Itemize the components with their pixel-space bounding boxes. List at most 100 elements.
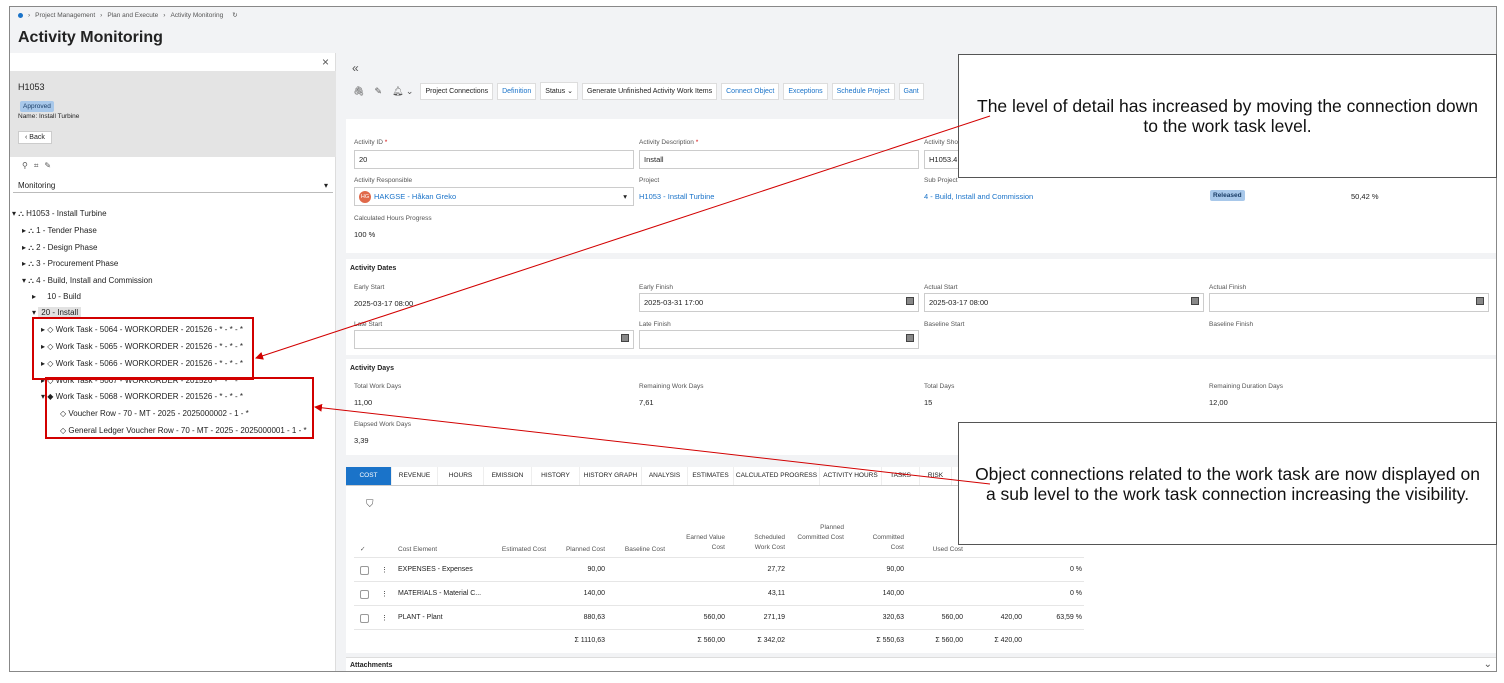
column-header[interactable]: Scheduled Work Cost <box>754 534 785 551</box>
pin-icon[interactable]: ⚲ <box>22 161 34 170</box>
row-checkbox[interactable] <box>360 614 369 623</box>
column-header[interactable]: Baseline Cost <box>624 546 665 553</box>
tree-node[interactable]: ▸ ◇ Work Task - 5064 - WORKORDER - 20152… <box>41 325 243 334</box>
tab-risk[interactable]: RISK <box>920 467 952 485</box>
responsible-label: Activity Responsible <box>354 177 413 184</box>
row-menu-icon[interactable]: ⋮ <box>381 591 388 598</box>
refresh-icon[interactable]: ↻ <box>232 12 238 19</box>
elapsed-work-days-label: Elapsed Work Days <box>354 421 411 428</box>
activity-description-field[interactable]: Install <box>639 150 919 169</box>
attachments-section[interactable]: Attachments ⌄ <box>346 657 1496 671</box>
late-finish-field[interactable] <box>639 330 919 349</box>
activity-id-field[interactable]: 20 <box>354 150 634 169</box>
schedule-project-button[interactable]: Schedule Project <box>831 82 895 100</box>
column-header[interactable]: Earned Value Cost <box>686 534 725 551</box>
row-checkbox[interactable] <box>360 590 369 599</box>
early-finish-label: Early Finish <box>639 284 673 291</box>
tree-node-selected[interactable]: ▾ 20 - Install <box>32 307 82 318</box>
exceptions-button[interactable]: Exceptions <box>783 82 828 100</box>
responsible-field[interactable]: HG HAKGSE - Håkan Greko ▾ <box>354 187 634 206</box>
tree-node[interactable]: ◇ Voucher Row - 70 - MT - 2025 - 2025000… <box>60 409 249 418</box>
sub-project-link[interactable]: 4 - Build, Install and Commission <box>924 192 1034 201</box>
bell-icon[interactable]: 🔔︎ ⌄ <box>391 85 414 96</box>
early-finish-field[interactable]: 2025-03-31 17:00 <box>639 293 919 312</box>
tab-history[interactable]: HISTORY <box>532 467 580 485</box>
row-menu-icon[interactable]: ⋮ <box>381 567 388 574</box>
calendar-icon[interactable] <box>906 334 914 342</box>
calendar-icon[interactable] <box>1476 297 1484 305</box>
column-header[interactable]: Committed Cost <box>872 534 904 551</box>
project-link[interactable]: H1053 - Install Turbine <box>639 192 715 201</box>
tab-estimates[interactable]: ESTIMATES <box>688 467 734 485</box>
baseline-finish-label: Baseline Finish <box>1209 321 1254 328</box>
project-connections-button[interactable]: Project Connections <box>420 82 494 100</box>
tab-activity-hours[interactable]: ACTIVITY HOURS <box>820 467 882 485</box>
chevron-down-icon[interactable]: ⌄ <box>1483 659 1492 670</box>
tree-node[interactable]: ▾ ⛬ H1053 - Install Turbine <box>12 209 107 218</box>
tab-emission[interactable]: EMISSION <box>484 467 532 485</box>
tab-history-graph[interactable]: HISTORY GRAPH <box>580 467 642 485</box>
select-all-icon[interactable]: ✓ <box>360 546 366 553</box>
calendar-icon[interactable] <box>906 297 914 305</box>
tab-calculated-progress[interactable]: CALCULATED PROGRESS <box>734 467 820 485</box>
tab-revenue[interactable]: REVENUE <box>392 467 438 485</box>
breadcrumb-item[interactable]: Project Management <box>35 11 96 19</box>
total-cell: Σ 560,00 <box>935 637 963 644</box>
activity-id-label: Activity ID * <box>354 139 388 146</box>
actual-finish-field[interactable] <box>1209 293 1489 312</box>
sub-project-label: Sub Project <box>924 177 958 184</box>
actual-start-label: Actual Start <box>924 284 958 291</box>
tree-node[interactable]: ▸ ◇ Work Task - 5066 - WORKORDER - 20152… <box>41 359 243 368</box>
navigator-panel: × H1053 Approved Name: Install Turbine ‹… <box>10 53 336 671</box>
generate-work-items-button[interactable]: Generate Unfinished Activity Work Items <box>581 82 718 100</box>
remaining-work-days-value: 7,61 <box>639 398 654 407</box>
collapse-icon[interactable]: « <box>352 61 359 75</box>
edit-icon[interactable]: ✎ <box>374 85 382 96</box>
baseline-start-label: Baseline Start <box>924 321 965 328</box>
tab-tasks[interactable]: TASKS <box>882 467 920 485</box>
tab-analysis[interactable]: ANALYSIS <box>642 467 688 485</box>
tree-node[interactable]: ▾ ⛬ 4 - Build, Install and Commission <box>22 276 153 285</box>
grid-icon[interactable]: ⌗ <box>33 161 45 170</box>
tree-node[interactable]: ◇ General Ledger Voucher Row - 70 - MT -… <box>60 426 307 435</box>
tab-cost[interactable]: COST <box>346 467 392 485</box>
home-icon[interactable] <box>18 12 23 18</box>
edit-icon[interactable]: ✎ <box>44 161 58 170</box>
tree-node[interactable]: ▸ ⛬ 3 - Procurement Phase <box>22 259 119 268</box>
column-header[interactable]: Cost Element <box>398 546 438 553</box>
tree-node[interactable]: ▸ 10 - Build <box>32 292 81 301</box>
view-select[interactable]: Monitoring ▾ <box>13 177 333 193</box>
column-header[interactable]: Used Cost <box>932 546 963 553</box>
tree-node[interactable]: ▾ ◆ Work Task - 5068 - WORKORDER - 20152… <box>41 392 243 401</box>
tree-node[interactable]: ▸ ⛬ 2 - Design Phase <box>22 243 98 252</box>
column-header[interactable]: Estimated Cost <box>501 546 546 553</box>
elapsed-work-days-value: 3,39 <box>354 436 369 445</box>
column-header[interactable]: Planned Committed Cost <box>797 524 844 541</box>
connect-object-button[interactable]: Connect Object <box>721 82 780 100</box>
back-button[interactable]: ‹ Back <box>18 131 52 144</box>
late-start-field[interactable] <box>354 330 634 349</box>
tree-node[interactable]: ▸ ⛬ 1 - Tender Phase <box>22 226 97 235</box>
caret-down-icon[interactable]: ▾ <box>623 192 627 201</box>
table-cell: 560,00 <box>703 614 725 621</box>
definition-button[interactable]: Definition <box>497 82 537 100</box>
record-header: H1053 Approved Name: Install Turbine ‹ B… <box>10 71 336 157</box>
tree-node[interactable]: ▸ ◇ Work Task - 5065 - WORKORDER - 20152… <box>41 342 243 351</box>
row-checkbox[interactable] <box>360 566 369 575</box>
calendar-icon[interactable] <box>621 334 629 342</box>
tab-hours[interactable]: HOURS <box>438 467 484 485</box>
row-menu-icon[interactable]: ⋮ <box>381 615 388 622</box>
gantt-button[interactable]: Gant <box>898 82 924 100</box>
column-header[interactable]: Planned Cost <box>565 546 605 553</box>
cost-element-cell: MATERIALS - Material C... <box>398 590 482 597</box>
close-icon[interactable]: × <box>321 55 329 69</box>
callout-top: The level of detail has increased by mov… <box>958 54 1497 178</box>
status-button[interactable]: Status ⌄ <box>540 82 578 100</box>
tree-node[interactable]: ▸ ◇ Work Task - 5067 - WORKORDER - 20152… <box>41 376 243 385</box>
caret-down-icon: ▾ <box>323 181 328 190</box>
breadcrumb-item[interactable]: Plan and Execute <box>107 11 159 19</box>
filter-icon[interactable]: ⛉ <box>366 499 374 510</box>
attachment-icon[interactable]: 🖇 <box>353 85 365 96</box>
actual-start-field[interactable]: 2025-03-17 08:00 <box>924 293 1204 312</box>
calendar-icon[interactable] <box>1191 297 1199 305</box>
